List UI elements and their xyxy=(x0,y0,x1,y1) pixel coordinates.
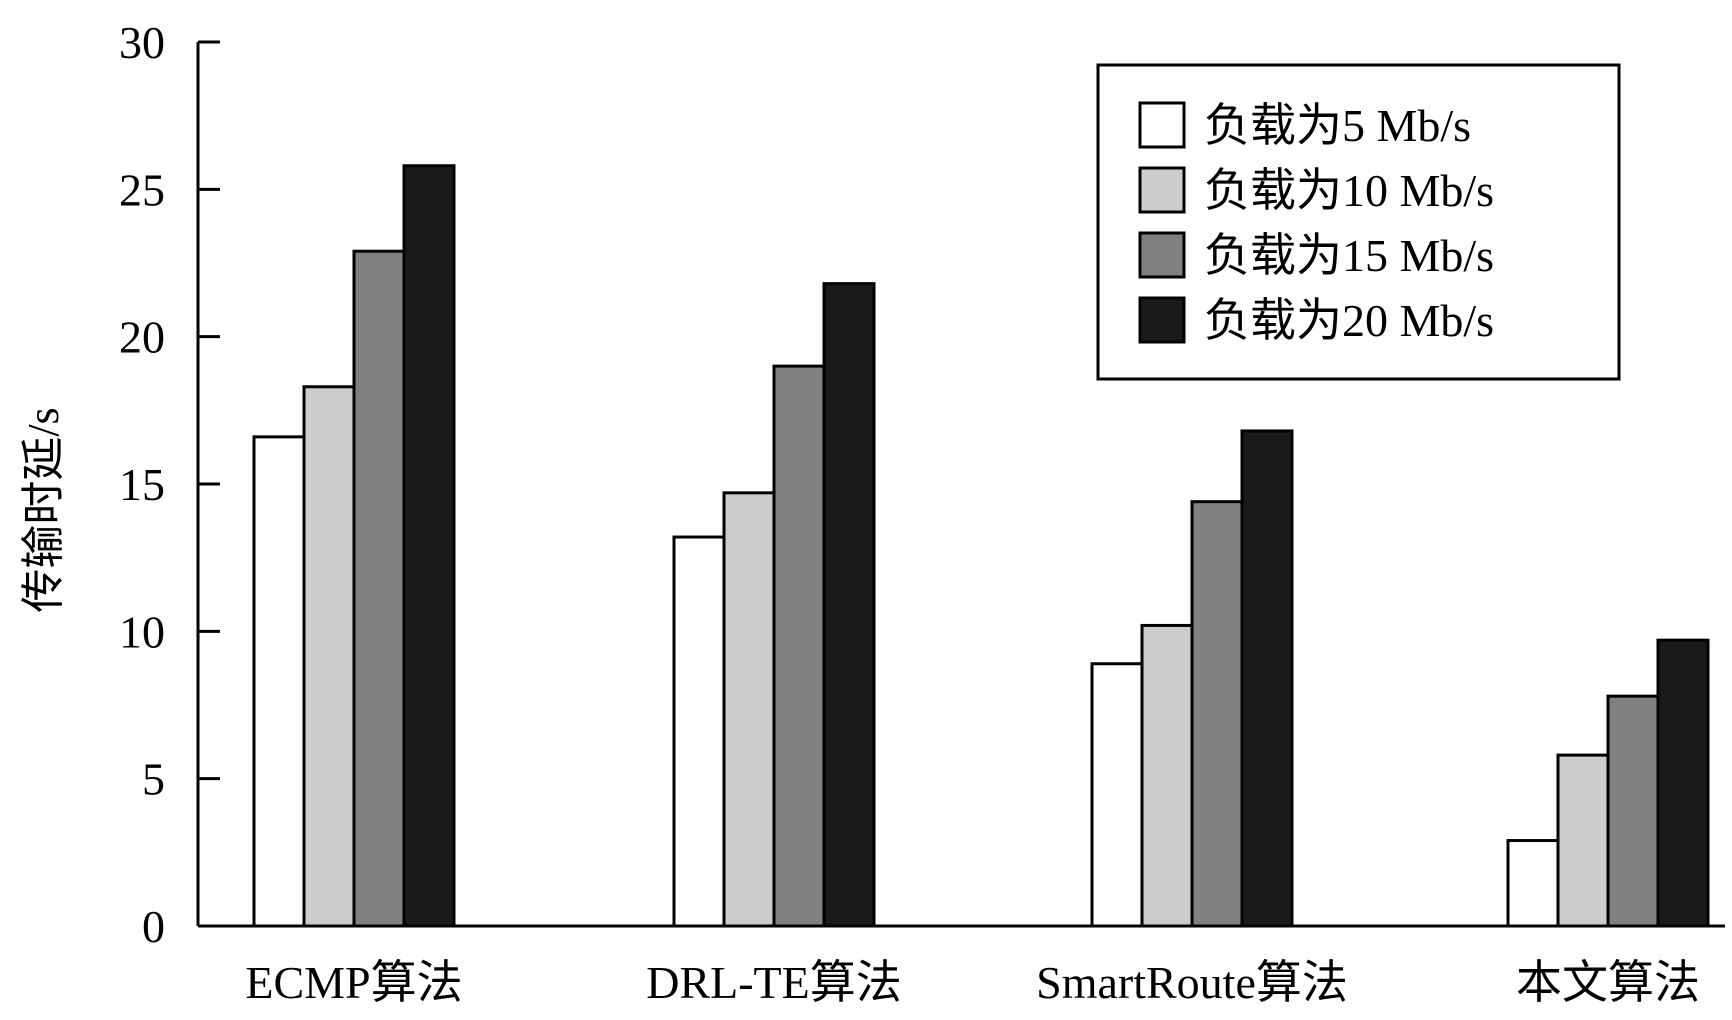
x-category-label-2: SmartRoute算法 xyxy=(1036,957,1348,1008)
x-category-label-3: 本文算法 xyxy=(1516,957,1700,1008)
legend-label-2: 负载为10 Mb/s xyxy=(1204,165,1494,216)
y-tick-label-10: 10 xyxy=(119,606,165,657)
bar-series-2-2 xyxy=(1140,623,1194,928)
bar-series-4-0 xyxy=(402,164,456,928)
bar-series-3-2 xyxy=(1190,500,1244,928)
y-tick-label-0: 0 xyxy=(142,901,165,952)
y-tick-label-25: 25 xyxy=(119,164,165,215)
bar-series-4-3 xyxy=(1656,638,1710,928)
bar-series-3-0 xyxy=(352,249,406,928)
legend-label-3: 负载为15 Mb/s xyxy=(1204,230,1494,281)
bar-series-4-2 xyxy=(1240,429,1294,928)
x-category-label-0: ECMP算法 xyxy=(245,957,462,1008)
legend-swatch-3 xyxy=(1138,231,1186,279)
legend: 负载为5 Mb/s 负载为10 Mb/s 负载为15 Mb/s 负载为20 Mb/s xyxy=(1096,63,1621,381)
y-tick-label-20: 20 xyxy=(119,312,165,363)
bar-series-3-1 xyxy=(772,364,826,928)
bar-series-2-0 xyxy=(302,385,356,928)
legend-swatch-2 xyxy=(1138,166,1186,214)
legend-label-4: 负载为20 Mb/s xyxy=(1204,295,1494,346)
y-tick-label-15: 15 xyxy=(119,459,165,510)
y-axis-label: 传输时延/s xyxy=(19,407,68,612)
bar-series-1-0 xyxy=(252,435,306,928)
x-category-label-1: DRL-TE算法 xyxy=(646,957,902,1008)
bar-series-2-1 xyxy=(722,491,776,928)
legend-label-1: 负载为5 Mb/s xyxy=(1204,100,1471,151)
bar-series-2-3 xyxy=(1556,753,1610,928)
bar-series-3-3 xyxy=(1606,694,1660,928)
bar-series-1-3 xyxy=(1506,839,1560,928)
bar-series-1-2 xyxy=(1090,662,1144,928)
y-tick-label-30: 30 xyxy=(119,17,165,68)
y-tick-label-5: 5 xyxy=(142,754,165,805)
bar-series-4-1 xyxy=(822,282,876,928)
axes-layer: 0 5 10 15 20 25 30 ECMP算法 DRL-TE算法 SmartRoute算法 本文… xyxy=(119,17,1725,1008)
legend-swatch-1 xyxy=(1138,101,1186,149)
legend-swatch-4 xyxy=(1138,296,1186,344)
bar-series-1-1 xyxy=(672,535,726,928)
